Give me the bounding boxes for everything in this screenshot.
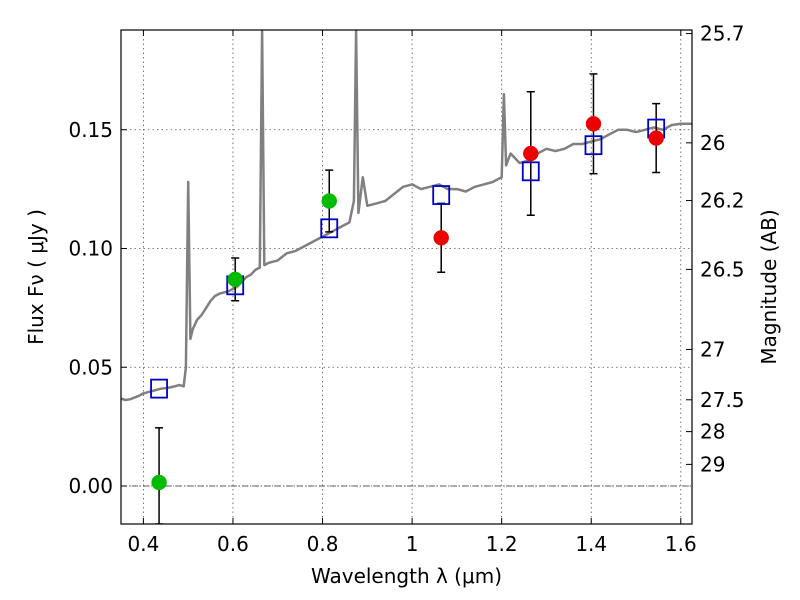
model-point-square — [584, 135, 603, 156]
observed-point-layer — [151, 116, 664, 491]
right-axis-label: Magnitude (AB) — [757, 209, 781, 364]
right-tick-label: 27 — [700, 337, 725, 361]
tick-layer: 0.4 0.6 0.8 1 1.2 1.4 1.6 0.00 0.05 0.10 0.15 25.7 2… — [68, 22, 744, 556]
y-tick-label: 0.10 — [68, 237, 113, 261]
x-tick-label: 1.4 — [575, 532, 607, 556]
x-axis-label: Wavelength λ (μm) — [311, 564, 502, 588]
observed-point — [433, 230, 449, 246]
x-tick-label: 1.2 — [486, 532, 518, 556]
right-tick-label: 26.2 — [700, 189, 745, 213]
x-tick-label: 0.8 — [307, 532, 339, 556]
y-tick-label: 0.15 — [68, 118, 113, 142]
model-point-square — [150, 378, 168, 399]
observed-point — [227, 271, 243, 288]
plot-frame — [120, 29, 693, 525]
right-tick-label: 27.5 — [700, 388, 745, 412]
right-tick-label: 26.5 — [700, 257, 745, 281]
observed-point — [151, 474, 167, 491]
observed-point — [585, 116, 602, 132]
grid-layer — [121, 30, 692, 524]
x-tick-label: 1 — [406, 532, 419, 556]
right-tick-label: 29 — [700, 452, 725, 476]
y-tick-label: 0.00 — [68, 474, 113, 498]
model-point-layer — [150, 118, 666, 399]
x-tick-label: 1.6 — [665, 532, 697, 556]
model-point-square — [432, 185, 451, 205]
x-tick-label: 0.6 — [217, 532, 249, 556]
right-tick-label: 25.7 — [700, 22, 745, 46]
model-point-square — [521, 161, 540, 182]
observed-point — [321, 193, 337, 209]
right-tick-label: 28 — [700, 420, 725, 444]
model-spectrum-line — [121, 30, 692, 402]
right-tick-label: 26 — [700, 131, 725, 155]
x-tick-label: 0.4 — [127, 532, 159, 556]
observed-point — [523, 145, 539, 162]
model-point-square — [320, 218, 339, 239]
y-axis-label: Flux Fν ( μJy ) — [24, 209, 48, 345]
observed-point — [648, 130, 664, 146]
model-line-layer — [121, 30, 692, 402]
y-tick-label: 0.05 — [68, 355, 113, 379]
